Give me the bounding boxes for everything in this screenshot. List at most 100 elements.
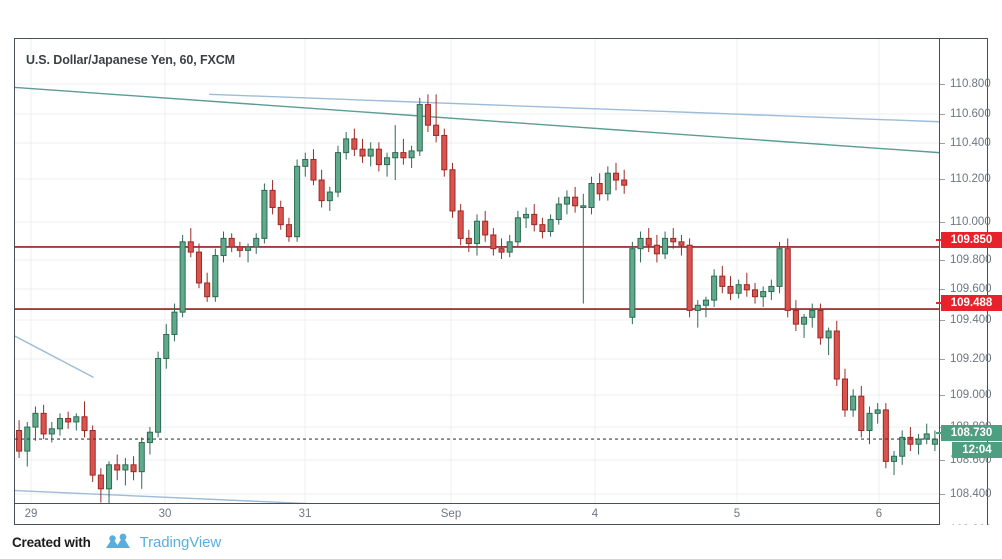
candlestick[interactable]: [678, 234, 685, 256]
candlestick[interactable]: [776, 241, 783, 294]
candlestick[interactable]: [326, 186, 333, 211]
candlestick[interactable]: [441, 128, 448, 177]
candlestick[interactable]: [294, 159, 301, 242]
candlestick[interactable]: [97, 468, 104, 503]
candlestick[interactable]: [375, 142, 382, 172]
candlestick[interactable]: [890, 451, 898, 476]
time-axis[interactable]: 29 30 31 Sep 4 5 6: [15, 503, 939, 524]
candlestick[interactable]: [253, 233, 260, 254]
candlestick[interactable]: [236, 241, 243, 258]
candlestick[interactable]: [359, 138, 366, 163]
candlestick[interactable]: [686, 238, 693, 318]
candlestick[interactable]: [179, 234, 186, 318]
trendline-upper-descending-teal[interactable]: [15, 86, 939, 154]
candlestick[interactable]: [73, 413, 80, 431]
candlestick[interactable]: [204, 272, 211, 302]
candlestick[interactable]: [833, 320, 840, 386]
candlestick[interactable]: [81, 401, 88, 438]
candlestick[interactable]: [195, 243, 203, 289]
candlestick[interactable]: [727, 276, 734, 301]
candlestick[interactable]: [694, 300, 701, 328]
candlestick[interactable]: [302, 152, 309, 177]
candlestick[interactable]: [572, 186, 579, 213]
candlestick[interactable]: [40, 404, 47, 440]
candlestick[interactable]: [801, 313, 808, 338]
candlestick[interactable]: [702, 296, 709, 318]
candlestick[interactable]: [735, 279, 742, 299]
candlestick[interactable]: [155, 351, 162, 438]
candlestick[interactable]: [719, 265, 726, 294]
candlestick[interactable]: [490, 228, 497, 256]
candlestick[interactable]: [400, 138, 407, 165]
candlestick[interactable]: [32, 406, 39, 441]
candlestick[interactable]: [384, 152, 391, 177]
candlestick[interactable]: [514, 210, 521, 247]
candlestick[interactable]: [629, 241, 636, 325]
candlestick[interactable]: [106, 461, 113, 503]
candlestick[interactable]: [220, 231, 227, 263]
candlestick[interactable]: [621, 169, 628, 194]
candlestick[interactable]: [809, 303, 816, 328]
candlestick[interactable]: [825, 327, 832, 356]
candlestick[interactable]: [146, 427, 153, 455]
candlestick[interactable]: [187, 228, 194, 258]
candlestick[interactable]: [433, 94, 440, 143]
candlestick[interactable]: [343, 132, 350, 160]
candlestick[interactable]: [318, 169, 325, 208]
candlestick-plot[interactable]: [15, 39, 939, 503]
candlestick[interactable]: [212, 248, 219, 302]
candlestick[interactable]: [416, 97, 423, 157]
candlestick[interactable]: [711, 269, 718, 307]
candlestick[interactable]: [114, 454, 121, 481]
last-price-badge[interactable]: 108.730: [941, 425, 1002, 441]
trendline-lower-ascending-blue[interactable]: [15, 489, 939, 503]
candlestick[interactable]: [163, 324, 170, 369]
candlestick[interactable]: [498, 238, 505, 259]
candlestick[interactable]: [866, 406, 873, 445]
candlestick[interactable]: [841, 368, 848, 417]
candlestick[interactable]: [760, 286, 767, 307]
candlestick[interactable]: [285, 217, 292, 242]
candlestick[interactable]: [16, 420, 23, 458]
candlestick[interactable]: [743, 272, 750, 297]
candlestick[interactable]: [604, 166, 611, 201]
candlestick[interactable]: [915, 433, 922, 455]
candlestick[interactable]: [596, 173, 603, 201]
candlestick[interactable]: [449, 162, 456, 218]
candlestick[interactable]: [637, 231, 644, 263]
candlestick[interactable]: [555, 197, 562, 225]
candlestick[interactable]: [367, 142, 374, 167]
candlestick[interactable]: [228, 233, 235, 253]
resistance-upper-badge[interactable]: 109.850: [941, 232, 1002, 248]
candlestick[interactable]: [261, 183, 268, 244]
candlestick[interactable]: [768, 279, 775, 301]
candlestick[interactable]: [424, 94, 431, 133]
price-plot-area[interactable]: [15, 39, 939, 503]
candlestick[interactable]: [850, 389, 857, 417]
candlestick[interactable]: [465, 229, 472, 253]
candlestick[interactable]: [89, 425, 96, 482]
candlestick[interactable]: [882, 403, 889, 469]
candlestick[interactable]: [245, 243, 252, 263]
trendline-left-short-descending-blue[interactable]: [15, 335, 94, 378]
candlestick[interactable]: [269, 180, 276, 215]
price-axis[interactable]: 110.800 110.600 110.400 110.200 110.000 109.8…: [936, 39, 1002, 536]
candlestick[interactable]: [874, 403, 881, 424]
candlestick[interactable]: [351, 128, 358, 157]
candlestick[interactable]: [506, 234, 513, 258]
candlestick[interactable]: [539, 217, 546, 239]
candlestick[interactable]: [334, 145, 342, 198]
candlestick[interactable]: [482, 210, 489, 242]
candlestick[interactable]: [392, 125, 399, 181]
candlestick[interactable]: [408, 145, 415, 169]
candlestick[interactable]: [277, 200, 284, 230]
candlestick[interactable]: [171, 303, 178, 342]
candlestick[interactable]: [122, 457, 129, 486]
resistance-lower-badge[interactable]: 109.488: [941, 295, 1002, 311]
candlestick[interactable]: [130, 456, 137, 481]
candlestick[interactable]: [612, 162, 620, 191]
candlestick[interactable]: [784, 238, 791, 318]
candlestick[interactable]: [523, 207, 530, 229]
candlestick[interactable]: [899, 430, 906, 465]
candlestick[interactable]: [457, 204, 464, 246]
